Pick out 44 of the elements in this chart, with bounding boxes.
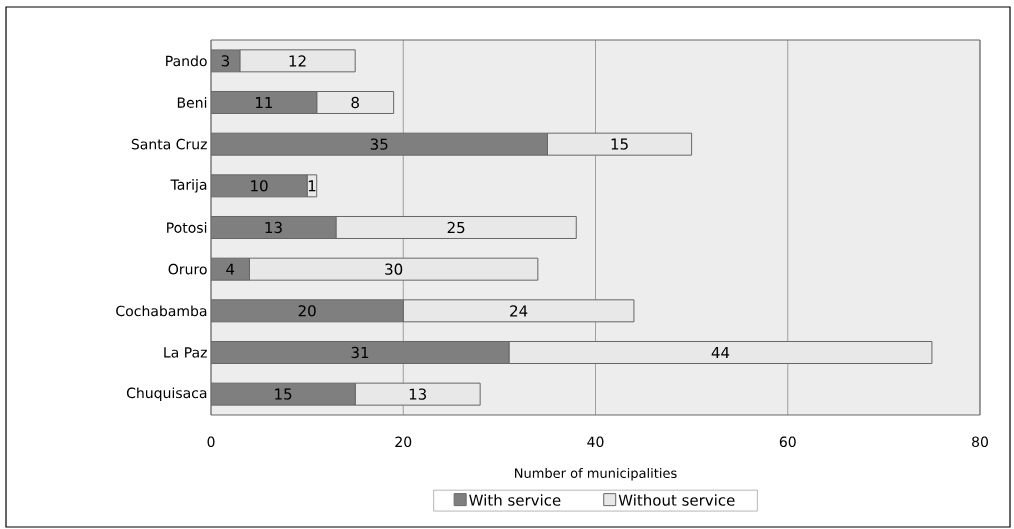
- x-tick-label: 60: [779, 436, 796, 448]
- data-label: 20: [298, 305, 316, 317]
- data-label: 10: [251, 180, 268, 192]
- data-label: 12: [289, 55, 306, 67]
- y-tick-label: Tarija: [170, 179, 207, 193]
- data-label: 13: [409, 388, 427, 400]
- bar: [211, 382, 356, 406]
- bar: [211, 174, 308, 198]
- x-axis-title: Number of municipalities: [515, 467, 677, 481]
- bar: [211, 215, 337, 239]
- x-tick-label: 0: [207, 436, 215, 448]
- legend-label: Without service: [618, 494, 735, 506]
- bar: [211, 340, 510, 364]
- bar: [248, 257, 539, 281]
- bar: [211, 132, 548, 156]
- data-label: 11: [255, 97, 273, 108]
- data-label: 15: [275, 388, 292, 400]
- y-tick-label: Santa Cruz: [131, 138, 207, 150]
- y-tick-label: Cochabamba: [116, 305, 207, 317]
- bar: [211, 299, 404, 323]
- data-label: 31: [351, 346, 369, 359]
- data-label: 24: [510, 305, 528, 317]
- data-label: 4: [226, 263, 235, 275]
- y-tick-label: Pando: [166, 55, 207, 67]
- data-label: 25: [447, 221, 465, 234]
- data-label: 1: [308, 180, 316, 192]
- y-tick-label: Chuquisaca: [126, 387, 207, 401]
- data-label: 8: [351, 96, 359, 109]
- data-label: 44: [711, 347, 730, 358]
- y-tick-label: Beni: [177, 97, 207, 108]
- data-label: 15: [611, 138, 628, 150]
- y-tick-label: Potosi: [167, 222, 207, 233]
- data-label: 30: [385, 263, 403, 275]
- x-tick-label: 20: [395, 436, 412, 448]
- y-tick-label: La Paz: [164, 347, 207, 358]
- data-label: 35: [370, 138, 388, 150]
- data-label: 13: [265, 221, 282, 234]
- data-label: 3: [221, 55, 229, 67]
- x-tick-label: 40: [587, 436, 604, 448]
- bar: [316, 91, 395, 114]
- bar: [211, 91, 318, 114]
- x-tick-label: 80: [972, 436, 988, 448]
- y-tick-label: Oruro: [168, 263, 207, 275]
- legend-label: With service: [469, 494, 561, 506]
